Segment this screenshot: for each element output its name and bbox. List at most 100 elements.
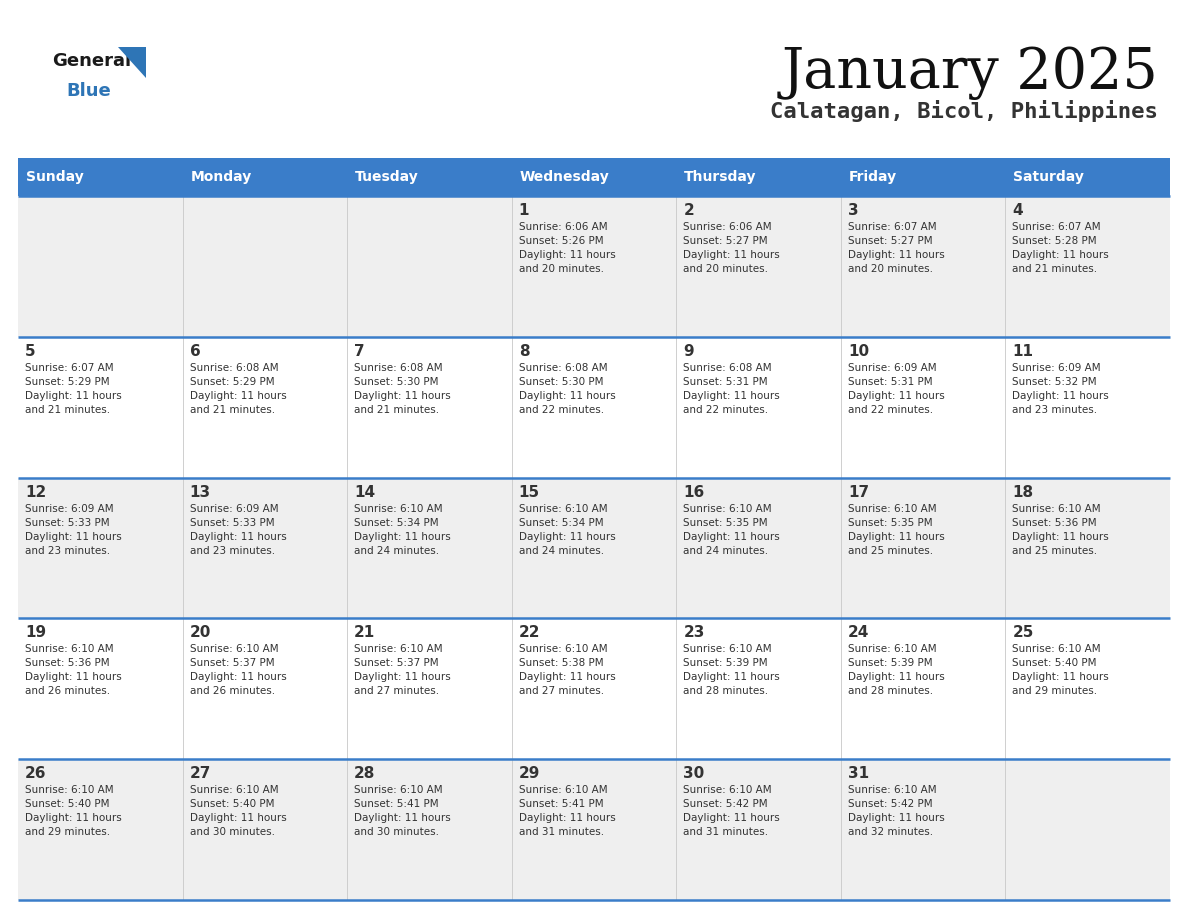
Bar bbox=[1005, 619, 1170, 759]
Text: Tuesday: Tuesday bbox=[355, 170, 419, 184]
Text: 4: 4 bbox=[1012, 203, 1023, 218]
Text: 10: 10 bbox=[848, 344, 868, 359]
Bar bbox=[512, 619, 676, 759]
Bar bbox=[512, 759, 676, 900]
Text: Sunrise: 6:08 AM
Sunset: 5:31 PM
Daylight: 11 hours
and 22 minutes.: Sunrise: 6:08 AM Sunset: 5:31 PM Dayligh… bbox=[683, 363, 781, 415]
Bar bbox=[347, 158, 512, 196]
Text: January 2025: January 2025 bbox=[782, 45, 1158, 100]
Text: Sunrise: 6:10 AM
Sunset: 5:34 PM
Daylight: 11 hours
and 24 minutes.: Sunrise: 6:10 AM Sunset: 5:34 PM Dayligh… bbox=[354, 504, 451, 555]
Text: Sunrise: 6:09 AM
Sunset: 5:33 PM
Daylight: 11 hours
and 23 minutes.: Sunrise: 6:09 AM Sunset: 5:33 PM Dayligh… bbox=[25, 504, 121, 555]
Bar bbox=[1005, 337, 1170, 477]
Text: 15: 15 bbox=[519, 485, 539, 499]
Bar bbox=[512, 337, 676, 477]
Text: Sunrise: 6:10 AM
Sunset: 5:37 PM
Daylight: 11 hours
and 27 minutes.: Sunrise: 6:10 AM Sunset: 5:37 PM Dayligh… bbox=[354, 644, 451, 697]
Bar bbox=[841, 759, 1005, 900]
Bar bbox=[347, 477, 512, 619]
Text: Sunrise: 6:10 AM
Sunset: 5:35 PM
Daylight: 11 hours
and 24 minutes.: Sunrise: 6:10 AM Sunset: 5:35 PM Dayligh… bbox=[683, 504, 781, 555]
Text: 24: 24 bbox=[848, 625, 870, 641]
Bar bbox=[676, 337, 841, 477]
Text: Sunrise: 6:10 AM
Sunset: 5:40 PM
Daylight: 11 hours
and 29 minutes.: Sunrise: 6:10 AM Sunset: 5:40 PM Dayligh… bbox=[1012, 644, 1110, 697]
Bar bbox=[347, 196, 512, 337]
Text: Thursday: Thursday bbox=[684, 170, 757, 184]
Bar bbox=[676, 196, 841, 337]
Text: Sunrise: 6:08 AM
Sunset: 5:30 PM
Daylight: 11 hours
and 22 minutes.: Sunrise: 6:08 AM Sunset: 5:30 PM Dayligh… bbox=[519, 363, 615, 415]
Text: 19: 19 bbox=[25, 625, 46, 641]
Text: 7: 7 bbox=[354, 344, 365, 359]
Text: 21: 21 bbox=[354, 625, 375, 641]
Text: General: General bbox=[52, 52, 131, 70]
Text: Monday: Monday bbox=[190, 170, 252, 184]
Bar bbox=[841, 619, 1005, 759]
Bar bbox=[512, 196, 676, 337]
Text: Sunrise: 6:10 AM
Sunset: 5:40 PM
Daylight: 11 hours
and 30 minutes.: Sunrise: 6:10 AM Sunset: 5:40 PM Dayligh… bbox=[190, 785, 286, 837]
Text: 14: 14 bbox=[354, 485, 375, 499]
Bar bbox=[676, 477, 841, 619]
Text: Friday: Friday bbox=[849, 170, 897, 184]
Text: 22: 22 bbox=[519, 625, 541, 641]
Text: 13: 13 bbox=[190, 485, 210, 499]
Text: Sunrise: 6:10 AM
Sunset: 5:38 PM
Daylight: 11 hours
and 27 minutes.: Sunrise: 6:10 AM Sunset: 5:38 PM Dayligh… bbox=[519, 644, 615, 697]
Text: Sunrise: 6:06 AM
Sunset: 5:27 PM
Daylight: 11 hours
and 20 minutes.: Sunrise: 6:06 AM Sunset: 5:27 PM Dayligh… bbox=[683, 222, 781, 274]
Text: 6: 6 bbox=[190, 344, 201, 359]
Text: 1: 1 bbox=[519, 203, 529, 218]
Bar bbox=[841, 158, 1005, 196]
Text: Sunrise: 6:08 AM
Sunset: 5:29 PM
Daylight: 11 hours
and 21 minutes.: Sunrise: 6:08 AM Sunset: 5:29 PM Dayligh… bbox=[190, 363, 286, 415]
Text: Sunday: Sunday bbox=[26, 170, 83, 184]
Text: Sunrise: 6:10 AM
Sunset: 5:36 PM
Daylight: 11 hours
and 25 minutes.: Sunrise: 6:10 AM Sunset: 5:36 PM Dayligh… bbox=[1012, 504, 1110, 555]
Bar bbox=[841, 337, 1005, 477]
Text: Wednesday: Wednesday bbox=[519, 170, 609, 184]
Bar bbox=[183, 196, 347, 337]
Text: Sunrise: 6:10 AM
Sunset: 5:39 PM
Daylight: 11 hours
and 28 minutes.: Sunrise: 6:10 AM Sunset: 5:39 PM Dayligh… bbox=[683, 644, 781, 697]
Bar bbox=[512, 477, 676, 619]
Text: 17: 17 bbox=[848, 485, 868, 499]
Text: 25: 25 bbox=[1012, 625, 1034, 641]
Bar bbox=[347, 337, 512, 477]
Bar bbox=[183, 759, 347, 900]
Bar bbox=[18, 619, 183, 759]
Text: 16: 16 bbox=[683, 485, 704, 499]
Bar bbox=[18, 196, 183, 337]
Text: 28: 28 bbox=[354, 767, 375, 781]
Text: Sunrise: 6:10 AM
Sunset: 5:34 PM
Daylight: 11 hours
and 24 minutes.: Sunrise: 6:10 AM Sunset: 5:34 PM Dayligh… bbox=[519, 504, 615, 555]
Bar bbox=[183, 158, 347, 196]
Text: Sunrise: 6:10 AM
Sunset: 5:42 PM
Daylight: 11 hours
and 32 minutes.: Sunrise: 6:10 AM Sunset: 5:42 PM Dayligh… bbox=[848, 785, 944, 837]
Bar bbox=[841, 196, 1005, 337]
Bar bbox=[676, 619, 841, 759]
Text: Calatagan, Bicol, Philippines: Calatagan, Bicol, Philippines bbox=[770, 100, 1158, 122]
Bar bbox=[1005, 196, 1170, 337]
Text: 12: 12 bbox=[25, 485, 46, 499]
Text: 9: 9 bbox=[683, 344, 694, 359]
Text: 20: 20 bbox=[190, 625, 211, 641]
Text: 11: 11 bbox=[1012, 344, 1034, 359]
Text: Sunrise: 6:10 AM
Sunset: 5:35 PM
Daylight: 11 hours
and 25 minutes.: Sunrise: 6:10 AM Sunset: 5:35 PM Dayligh… bbox=[848, 504, 944, 555]
Bar bbox=[676, 158, 841, 196]
Bar bbox=[841, 477, 1005, 619]
Bar bbox=[1005, 158, 1170, 196]
Text: Sunrise: 6:06 AM
Sunset: 5:26 PM
Daylight: 11 hours
and 20 minutes.: Sunrise: 6:06 AM Sunset: 5:26 PM Dayligh… bbox=[519, 222, 615, 274]
Text: Sunrise: 6:10 AM
Sunset: 5:36 PM
Daylight: 11 hours
and 26 minutes.: Sunrise: 6:10 AM Sunset: 5:36 PM Dayligh… bbox=[25, 644, 121, 697]
Text: Sunrise: 6:09 AM
Sunset: 5:31 PM
Daylight: 11 hours
and 22 minutes.: Sunrise: 6:09 AM Sunset: 5:31 PM Dayligh… bbox=[848, 363, 944, 415]
Text: Sunrise: 6:07 AM
Sunset: 5:28 PM
Daylight: 11 hours
and 21 minutes.: Sunrise: 6:07 AM Sunset: 5:28 PM Dayligh… bbox=[1012, 222, 1110, 274]
Bar bbox=[512, 158, 676, 196]
Text: 31: 31 bbox=[848, 767, 868, 781]
Text: 8: 8 bbox=[519, 344, 530, 359]
Bar bbox=[676, 759, 841, 900]
Bar bbox=[183, 619, 347, 759]
Text: 18: 18 bbox=[1012, 485, 1034, 499]
Text: Sunrise: 6:10 AM
Sunset: 5:39 PM
Daylight: 11 hours
and 28 minutes.: Sunrise: 6:10 AM Sunset: 5:39 PM Dayligh… bbox=[848, 644, 944, 697]
Text: Sunrise: 6:09 AM
Sunset: 5:33 PM
Daylight: 11 hours
and 23 minutes.: Sunrise: 6:09 AM Sunset: 5:33 PM Dayligh… bbox=[190, 504, 286, 555]
Text: 29: 29 bbox=[519, 767, 541, 781]
Text: Sunrise: 6:10 AM
Sunset: 5:41 PM
Daylight: 11 hours
and 30 minutes.: Sunrise: 6:10 AM Sunset: 5:41 PM Dayligh… bbox=[354, 785, 451, 837]
Text: Blue: Blue bbox=[67, 82, 110, 100]
Text: Sunrise: 6:07 AM
Sunset: 5:27 PM
Daylight: 11 hours
and 20 minutes.: Sunrise: 6:07 AM Sunset: 5:27 PM Dayligh… bbox=[848, 222, 944, 274]
Bar bbox=[18, 158, 183, 196]
Text: 3: 3 bbox=[848, 203, 859, 218]
Bar bbox=[183, 337, 347, 477]
Polygon shape bbox=[118, 47, 146, 78]
Text: Sunrise: 6:10 AM
Sunset: 5:42 PM
Daylight: 11 hours
and 31 minutes.: Sunrise: 6:10 AM Sunset: 5:42 PM Dayligh… bbox=[683, 785, 781, 837]
Bar bbox=[18, 759, 183, 900]
Text: 23: 23 bbox=[683, 625, 704, 641]
Bar bbox=[183, 477, 347, 619]
Text: 26: 26 bbox=[25, 767, 46, 781]
Text: Sunrise: 6:10 AM
Sunset: 5:41 PM
Daylight: 11 hours
and 31 minutes.: Sunrise: 6:10 AM Sunset: 5:41 PM Dayligh… bbox=[519, 785, 615, 837]
